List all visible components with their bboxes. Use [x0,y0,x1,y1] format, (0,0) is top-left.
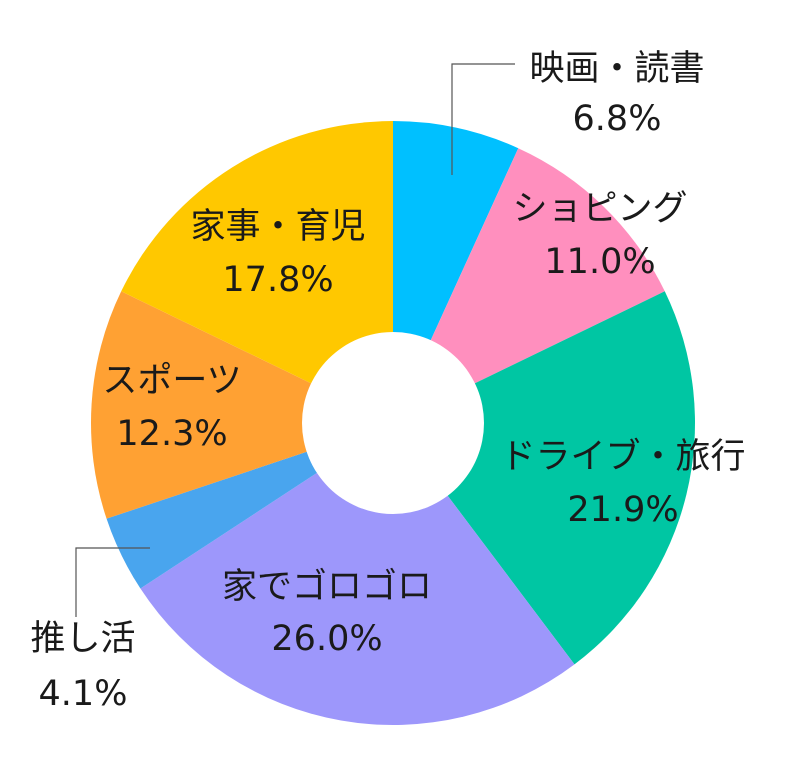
pie-slice-6 [90,291,393,519]
leader-line-1 [451,63,515,175]
leader-line-5 [75,547,150,617]
slice-name-label-4: 家でゴロゴロ [222,567,432,607]
slice-value-label-1: 6.8% [573,99,662,139]
pie-slice-4 [140,423,575,725]
pie-slice-3 [393,291,695,665]
labels-group: 映画・読書 6.8% ショピング 11.0% ドライブ・旅行 21.9% 家でゴロゴロ 26.… [30,49,745,714]
pie-slice-2 [393,148,665,423]
slice-name-label-7: 家事・育児 [190,207,365,247]
pie-slice-7 [121,121,393,423]
slice-name-label-2: ショピング [512,189,687,229]
slice-value-label-6: 12.3% [116,414,227,454]
donut-hole [302,332,484,514]
slice-name-label-1: 映画・読書 [529,49,704,89]
slice-value-label-3: 21.9% [567,490,678,530]
slice-name-label-3: ドライブ・旅行 [500,437,745,477]
slice-value-label-5: 4.1% [39,674,128,714]
slice-name-label-5: 推し活 [30,619,135,659]
slices-group [90,121,695,725]
slice-value-label-7: 17.8% [222,260,333,300]
slice-value-label-2: 11.0% [544,242,655,282]
slice-name-label-6: スポーツ [102,361,241,401]
slice-value-label-4: 26.0% [271,619,382,659]
